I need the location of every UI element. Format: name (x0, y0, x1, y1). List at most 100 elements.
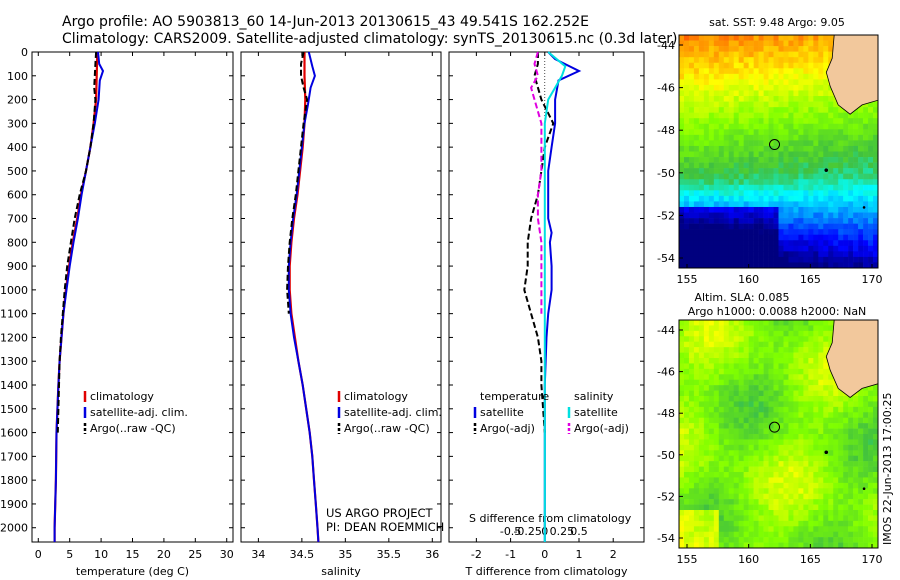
map-cell (858, 504, 864, 511)
map-cell (788, 179, 794, 186)
map-cell (783, 90, 789, 97)
map-cell (733, 477, 739, 484)
map-cell (679, 68, 685, 75)
y-tick-label: 1000 (0, 284, 28, 297)
map-cell (793, 46, 799, 52)
map-cell (763, 201, 769, 208)
map-cell (728, 488, 735, 495)
map-cell (738, 212, 744, 219)
map-cell (718, 84, 725, 91)
map-cell (793, 444, 799, 451)
map-cell (808, 450, 814, 457)
map-cell (843, 412, 849, 419)
map-cell (853, 262, 859, 269)
map-cell (828, 472, 834, 478)
map-cell (748, 542, 754, 549)
map-cell (813, 168, 819, 174)
map-cell (743, 68, 749, 75)
map-cell (753, 515, 759, 522)
map-cell (753, 162, 759, 169)
map-cell (798, 515, 804, 522)
map-cell (833, 223, 839, 230)
map-cell (783, 79, 789, 86)
map-cell (818, 134, 824, 141)
map-cell (773, 129, 779, 136)
map-cell (783, 510, 789, 516)
map-cell (858, 482, 864, 489)
map-cell (873, 401, 879, 408)
map-cell (753, 531, 759, 538)
map-cell (763, 84, 769, 91)
map-cell (713, 57, 720, 64)
map-cell (733, 325, 739, 332)
map-cell (743, 428, 749, 435)
map-cell (708, 450, 715, 457)
map-cell (788, 134, 794, 141)
map-cell (818, 482, 824, 489)
map-cell (833, 245, 839, 252)
map-cell (748, 129, 754, 136)
map-cell (733, 428, 739, 435)
map-cell (763, 466, 769, 473)
map-cell (728, 245, 735, 252)
map-cell (708, 62, 715, 69)
map-cell (693, 218, 700, 224)
map-cell (708, 68, 715, 75)
map-cell (823, 531, 829, 538)
map-cell (768, 96, 774, 102)
map-cell (728, 504, 735, 511)
map-cell (683, 179, 690, 186)
map-cell (713, 520, 720, 527)
map-cell (838, 510, 844, 516)
map-cell (793, 157, 799, 163)
map-cell (743, 240, 749, 247)
map-cell (738, 145, 744, 152)
map-cell (803, 417, 809, 424)
map-cell (873, 151, 879, 158)
map-cell (708, 531, 715, 538)
map-cell (853, 488, 859, 495)
map-cell (868, 428, 874, 435)
map-cell (723, 201, 730, 208)
map-cell (803, 330, 809, 337)
credits-line1: US ARGO PROJECT (326, 506, 434, 520)
map-cell (758, 262, 764, 269)
map-cell (798, 423, 804, 429)
map-cell (748, 488, 754, 495)
map-cell (733, 101, 739, 108)
map-cell (863, 385, 869, 391)
map-cell (723, 401, 730, 408)
map-cell (733, 184, 739, 191)
map-cell (868, 477, 874, 484)
map-cell (803, 57, 809, 64)
map-cell (813, 368, 819, 375)
map-cell (679, 434, 685, 440)
map-cell (793, 472, 799, 478)
map-cell (873, 218, 879, 224)
map-cell (713, 542, 720, 549)
map-cell (868, 434, 874, 440)
map-cell (693, 101, 700, 108)
map-cell (683, 240, 690, 247)
map-cell (688, 96, 695, 102)
map-cell (748, 212, 754, 219)
map-cell (768, 73, 774, 80)
map-cell (768, 412, 774, 419)
map-cell (828, 477, 834, 484)
map-cell (713, 417, 720, 424)
map-cell (763, 363, 769, 370)
map-cell (733, 330, 739, 337)
map-cell (708, 179, 715, 186)
map-cell (778, 96, 784, 102)
map-cell (868, 510, 874, 516)
map-cell (688, 396, 695, 402)
map-cell (863, 256, 869, 263)
map-cell (863, 504, 869, 511)
map-cell (748, 123, 754, 130)
map-cell (828, 179, 834, 186)
map-cell (708, 461, 715, 467)
map-cell (873, 256, 879, 263)
map-cell (798, 320, 804, 326)
map-cell (708, 218, 715, 224)
map-cell (788, 123, 794, 130)
